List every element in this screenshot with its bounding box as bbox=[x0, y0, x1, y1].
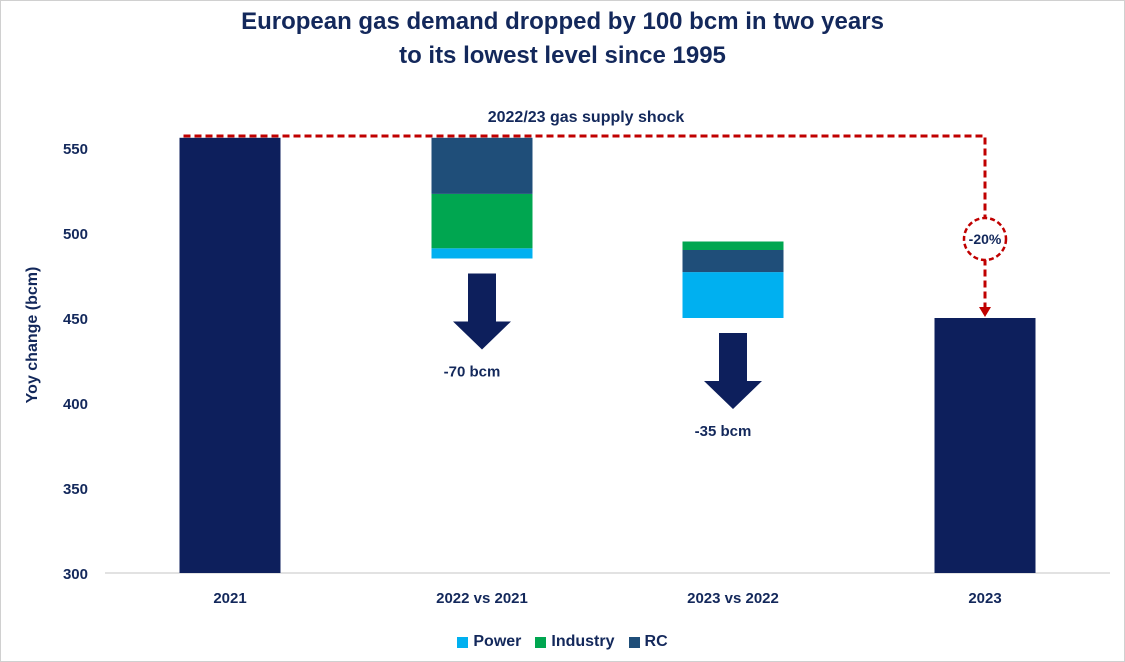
supply-shock-label: 2022/23 gas supply shock bbox=[488, 109, 685, 126]
supply-shock-dashed-line bbox=[183, 134, 987, 308]
x-tick-label: 2023 vs 2022 bbox=[687, 590, 779, 607]
bar-segment-rc bbox=[682, 250, 784, 273]
legend-item-industry: Industry bbox=[535, 633, 615, 651]
legend-label-power: Power bbox=[473, 633, 522, 650]
chart-legend: Power Industry RC bbox=[0, 633, 1125, 651]
y-tick-label: 300 bbox=[63, 566, 88, 583]
x-tick-label: 2022 vs 2021 bbox=[436, 590, 528, 607]
down-arrow-icon bbox=[453, 273, 511, 350]
bar-segment-power bbox=[682, 272, 784, 318]
legend-label-rc: RC bbox=[644, 633, 668, 650]
bar-total-2021 bbox=[179, 137, 281, 574]
legend-item-rc: RC bbox=[628, 633, 668, 651]
y-axis-title: Yoy change (bcm) bbox=[24, 267, 41, 404]
y-tick-label: 350 bbox=[63, 481, 88, 498]
legend-item-power: Power bbox=[457, 633, 521, 651]
x-tick-label: 2021 bbox=[213, 590, 246, 607]
percent-circle bbox=[962, 216, 1008, 262]
bar-segment-industry bbox=[682, 241, 784, 250]
bar-total-2023 bbox=[934, 318, 1036, 573]
legend-swatch-industry bbox=[535, 636, 547, 648]
chart-title-line-1: European gas demand dropped by 100 bcm i… bbox=[241, 8, 884, 35]
change-label: -35 bcm bbox=[695, 423, 752, 440]
y-tick-label: 500 bbox=[63, 226, 88, 243]
y-tick-label: 400 bbox=[63, 396, 88, 413]
percent-label: -20% bbox=[969, 231, 1002, 247]
y-tick-label: 450 bbox=[63, 311, 88, 328]
legend-swatch-rc bbox=[628, 636, 640, 648]
bar-segment-industry bbox=[431, 193, 533, 249]
x-tick-label: 2023 bbox=[968, 590, 1001, 607]
bar-segment-power bbox=[431, 248, 533, 259]
legend-label-industry: Industry bbox=[551, 633, 615, 650]
y-tick-label: 550 bbox=[63, 141, 88, 158]
chart-title-line-2: to its lowest level since 1995 bbox=[399, 42, 726, 69]
arrowhead-icon bbox=[979, 307, 991, 317]
down-arrow-icon bbox=[704, 333, 762, 409]
bar-segment-rc bbox=[431, 137, 533, 194]
legend-swatch-power bbox=[457, 636, 469, 648]
change-label: -70 bcm bbox=[444, 364, 501, 381]
